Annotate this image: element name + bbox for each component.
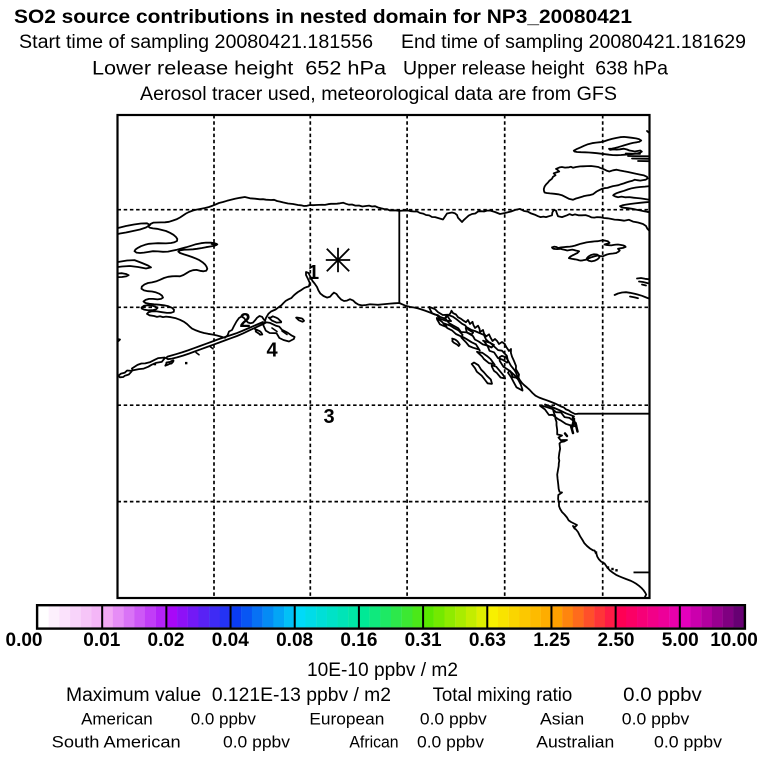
svg-text:Lower release height 652 hPa: Lower release height 652 hPa bbox=[92, 59, 386, 80]
svg-text:0.0 ppbv: 0.0 ppbv bbox=[420, 710, 487, 729]
svg-text:1: 1 bbox=[308, 262, 319, 284]
svg-text:0.31: 0.31 bbox=[405, 630, 442, 651]
svg-text:0.08: 0.08 bbox=[276, 630, 313, 651]
svg-text:0.0 ppbv: 0.0 ppbv bbox=[223, 733, 290, 752]
svg-text:10.00: 10.00 bbox=[710, 630, 758, 651]
svg-text:0.02: 0.02 bbox=[148, 630, 185, 651]
svg-text:0.16: 0.16 bbox=[340, 630, 377, 651]
svg-text:Total mixing ratio: Total mixing ratio bbox=[433, 685, 573, 706]
svg-text:Aerosol tracer used, meteorolo: Aerosol tracer used, meteorological data… bbox=[140, 84, 617, 105]
svg-text:0.0 ppbv: 0.0 ppbv bbox=[191, 710, 257, 729]
svg-text:0.0 ppbv: 0.0 ppbv bbox=[623, 685, 702, 706]
svg-text:South American: South American bbox=[52, 733, 181, 752]
svg-text:SO2 source contributions in ne: SO2 source contributions in nested domai… bbox=[14, 6, 632, 28]
svg-text:Upper release height 638 hPa: Upper release height 638 hPa bbox=[403, 59, 668, 80]
svg-text:0.00: 0.00 bbox=[6, 630, 43, 651]
svg-text:5.00: 5.00 bbox=[662, 630, 699, 651]
svg-text:Asian: Asian bbox=[540, 710, 584, 729]
svg-text:End time of sampling 20080421.: End time of sampling 20080421.181629 bbox=[401, 32, 746, 53]
svg-text:0.0 ppbv: 0.0 ppbv bbox=[622, 710, 690, 729]
svg-text:0.04: 0.04 bbox=[212, 630, 249, 651]
svg-text:0.0 ppbv: 0.0 ppbv bbox=[654, 733, 723, 752]
svg-text:1.25: 1.25 bbox=[533, 630, 570, 651]
svg-text:Maximum value 0.121E-13 ppbv: Maximum value 0.121E-13 ppbv / m2 bbox=[66, 685, 391, 706]
svg-text:10E-10 ppbv / m2: 10E-10 ppbv / m2 bbox=[307, 660, 458, 681]
svg-text:2: 2 bbox=[240, 310, 251, 332]
svg-text:Australian: Australian bbox=[536, 733, 614, 752]
svg-text:0.63: 0.63 bbox=[469, 630, 506, 651]
svg-text:4: 4 bbox=[267, 340, 279, 362]
svg-text:American: American bbox=[81, 710, 153, 729]
svg-text:3: 3 bbox=[324, 406, 335, 428]
svg-text:European: European bbox=[309, 710, 384, 729]
svg-text:0.0 ppbv: 0.0 ppbv bbox=[417, 733, 484, 752]
svg-text:0.01: 0.01 bbox=[83, 630, 120, 651]
svg-text:Start time of sampling 2008042: Start time of sampling 20080421.181556 bbox=[19, 32, 373, 53]
svg-text:2.50: 2.50 bbox=[598, 630, 635, 651]
svg-text:African: African bbox=[349, 733, 398, 752]
